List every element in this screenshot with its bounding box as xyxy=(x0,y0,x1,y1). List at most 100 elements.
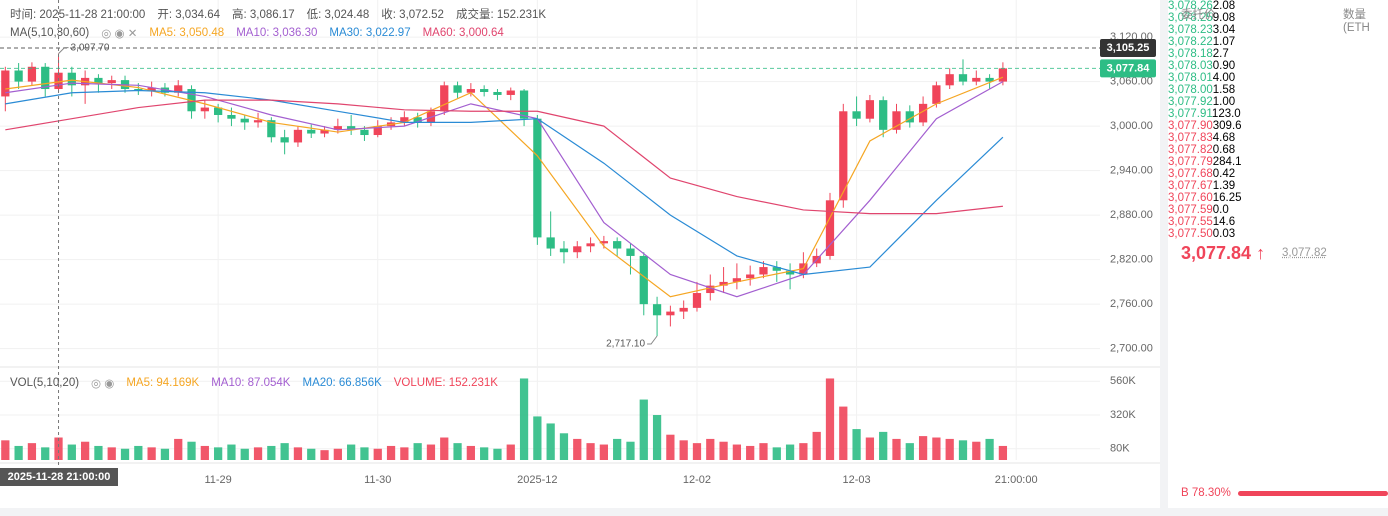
volume-bar xyxy=(440,437,449,460)
candle-body xyxy=(825,200,835,256)
book-amount: 1.00 xyxy=(1212,96,1236,108)
order-book: 委托价 数量(ETH 3,077.84 ↑ 3,077.82 B 78.30% … xyxy=(1168,0,1388,508)
book-amount: 2.08 xyxy=(1212,0,1236,12)
book-row: 3,078.221.07 xyxy=(1168,36,1388,48)
candle-body xyxy=(613,241,622,249)
candle-body xyxy=(958,74,968,82)
icons[interactable]: ◎ ◉ ✕ xyxy=(101,28,138,40)
book-row: 3,078.001.58 xyxy=(1168,84,1388,96)
candle-body xyxy=(293,129,303,143)
volume-bar xyxy=(466,445,475,460)
volume-bar xyxy=(480,447,489,460)
candle-body xyxy=(1,70,10,97)
candle-body xyxy=(480,89,489,92)
candle-body xyxy=(67,72,76,86)
book-amount: 123.0 xyxy=(1211,108,1241,120)
volume-bar xyxy=(666,434,675,460)
book-amount: 14.6 xyxy=(1212,216,1236,228)
volume-bar xyxy=(506,444,515,460)
book-price: 3,077.68 xyxy=(1168,168,1213,180)
volume-bar xyxy=(732,444,742,460)
volume-bar xyxy=(626,441,635,460)
volume-bar xyxy=(453,443,462,460)
ma-title: MA(5,10,30,60) xyxy=(10,27,90,39)
candle-body xyxy=(453,85,462,93)
ma-line xyxy=(5,99,1003,215)
candle-body xyxy=(626,248,635,256)
volume-bar xyxy=(134,445,143,460)
volume-bar xyxy=(81,441,90,460)
x-tick-label: 12-03 xyxy=(843,474,871,486)
candle-body xyxy=(759,267,768,275)
candle-body xyxy=(879,100,888,130)
book-amount: 1.58 xyxy=(1212,84,1236,96)
candle-body xyxy=(573,246,582,253)
icons[interactable]: ◎ ◉ xyxy=(91,378,115,390)
volume-bar xyxy=(373,448,382,460)
candle-body xyxy=(174,85,183,93)
volume-bar xyxy=(573,438,582,460)
book-price: 3,077.79 xyxy=(1168,156,1213,168)
volume-bar xyxy=(586,443,595,460)
volume-bar xyxy=(253,447,263,460)
candle-body xyxy=(347,126,356,130)
y-tick-label: 2,820.00 xyxy=(1110,254,1153,266)
chart: 2,700.00 2,760.00 2,820.00 2,880.00 2,940.00… xyxy=(0,0,1160,486)
crosshair-label: 2025-11-28 21:00:00 xyxy=(8,471,111,483)
book-amount: 9.08 xyxy=(1212,12,1236,24)
book-row: 3,077.6016.25 xyxy=(1168,192,1388,204)
volume-bar xyxy=(54,437,63,460)
candle-body xyxy=(945,74,954,86)
volume-bar xyxy=(187,441,196,460)
book-price: 3,077.55 xyxy=(1168,216,1213,228)
candle-body xyxy=(493,91,502,95)
volume-bar xyxy=(679,440,688,460)
volume-bar xyxy=(533,416,542,460)
book-price: 3,077.67 xyxy=(1168,180,1213,192)
book-row: 3,077.5514.6 xyxy=(1168,216,1388,228)
book-row: 3,077.921.00 xyxy=(1168,96,1388,108)
annotation-leader xyxy=(647,335,658,345)
candle-body xyxy=(466,89,475,93)
header-item: 开: 3,034.64 xyxy=(157,9,220,21)
book-price: 3,078.22 xyxy=(1168,36,1213,48)
legend-item: MA30: 3,022.97 xyxy=(329,27,411,39)
x-tick-label: 11-30 xyxy=(364,474,391,486)
book-row: 3,077.590.0 xyxy=(1168,204,1388,216)
candle-body xyxy=(666,311,675,316)
book-price: 3,078.25 xyxy=(1168,12,1213,24)
book-row: 3,078.014.00 xyxy=(1168,72,1388,84)
volume-bar xyxy=(360,447,369,460)
vol-tick-label: 320K xyxy=(1110,409,1136,421)
legend-item: MA5: 94.169K xyxy=(126,377,200,389)
volume-bar xyxy=(413,443,422,460)
book-price: 3,078.00 xyxy=(1168,84,1213,96)
y-tick-label: 2,940.00 xyxy=(1110,165,1153,177)
volume-bar xyxy=(772,447,781,460)
col-header: 委托价 xyxy=(1181,9,1216,21)
price-label: 3,105.25 xyxy=(1107,42,1150,54)
book-amount: 4.68 xyxy=(1212,132,1236,144)
book-row: 3,078.259.08 xyxy=(1168,12,1388,24)
book-row: 3,078.030.90 xyxy=(1168,60,1388,72)
volume-bar xyxy=(879,431,888,460)
volume-bar xyxy=(67,444,76,460)
candle-body xyxy=(253,120,263,123)
book-amount: 2.7 xyxy=(1212,48,1229,60)
y-tick-label: 3,060.00 xyxy=(1110,76,1153,88)
candle-body xyxy=(546,237,555,249)
legend-item: MA10: 3,036.30 xyxy=(236,27,318,39)
candle-body xyxy=(320,129,329,134)
candle-body xyxy=(413,117,422,123)
volume-bar xyxy=(812,431,821,460)
candle-body xyxy=(905,111,914,123)
candle-body xyxy=(559,248,569,253)
book-price: 3,077.91 xyxy=(1168,108,1212,120)
volume-bar xyxy=(719,441,728,460)
volume-bar xyxy=(320,450,329,460)
volume-bar xyxy=(147,447,156,460)
y-tick-label: 2,700.00 xyxy=(1110,343,1153,355)
volume-bar xyxy=(546,423,555,460)
volume-bar xyxy=(400,447,409,460)
y-tick-label: 2,880.00 xyxy=(1110,209,1153,221)
